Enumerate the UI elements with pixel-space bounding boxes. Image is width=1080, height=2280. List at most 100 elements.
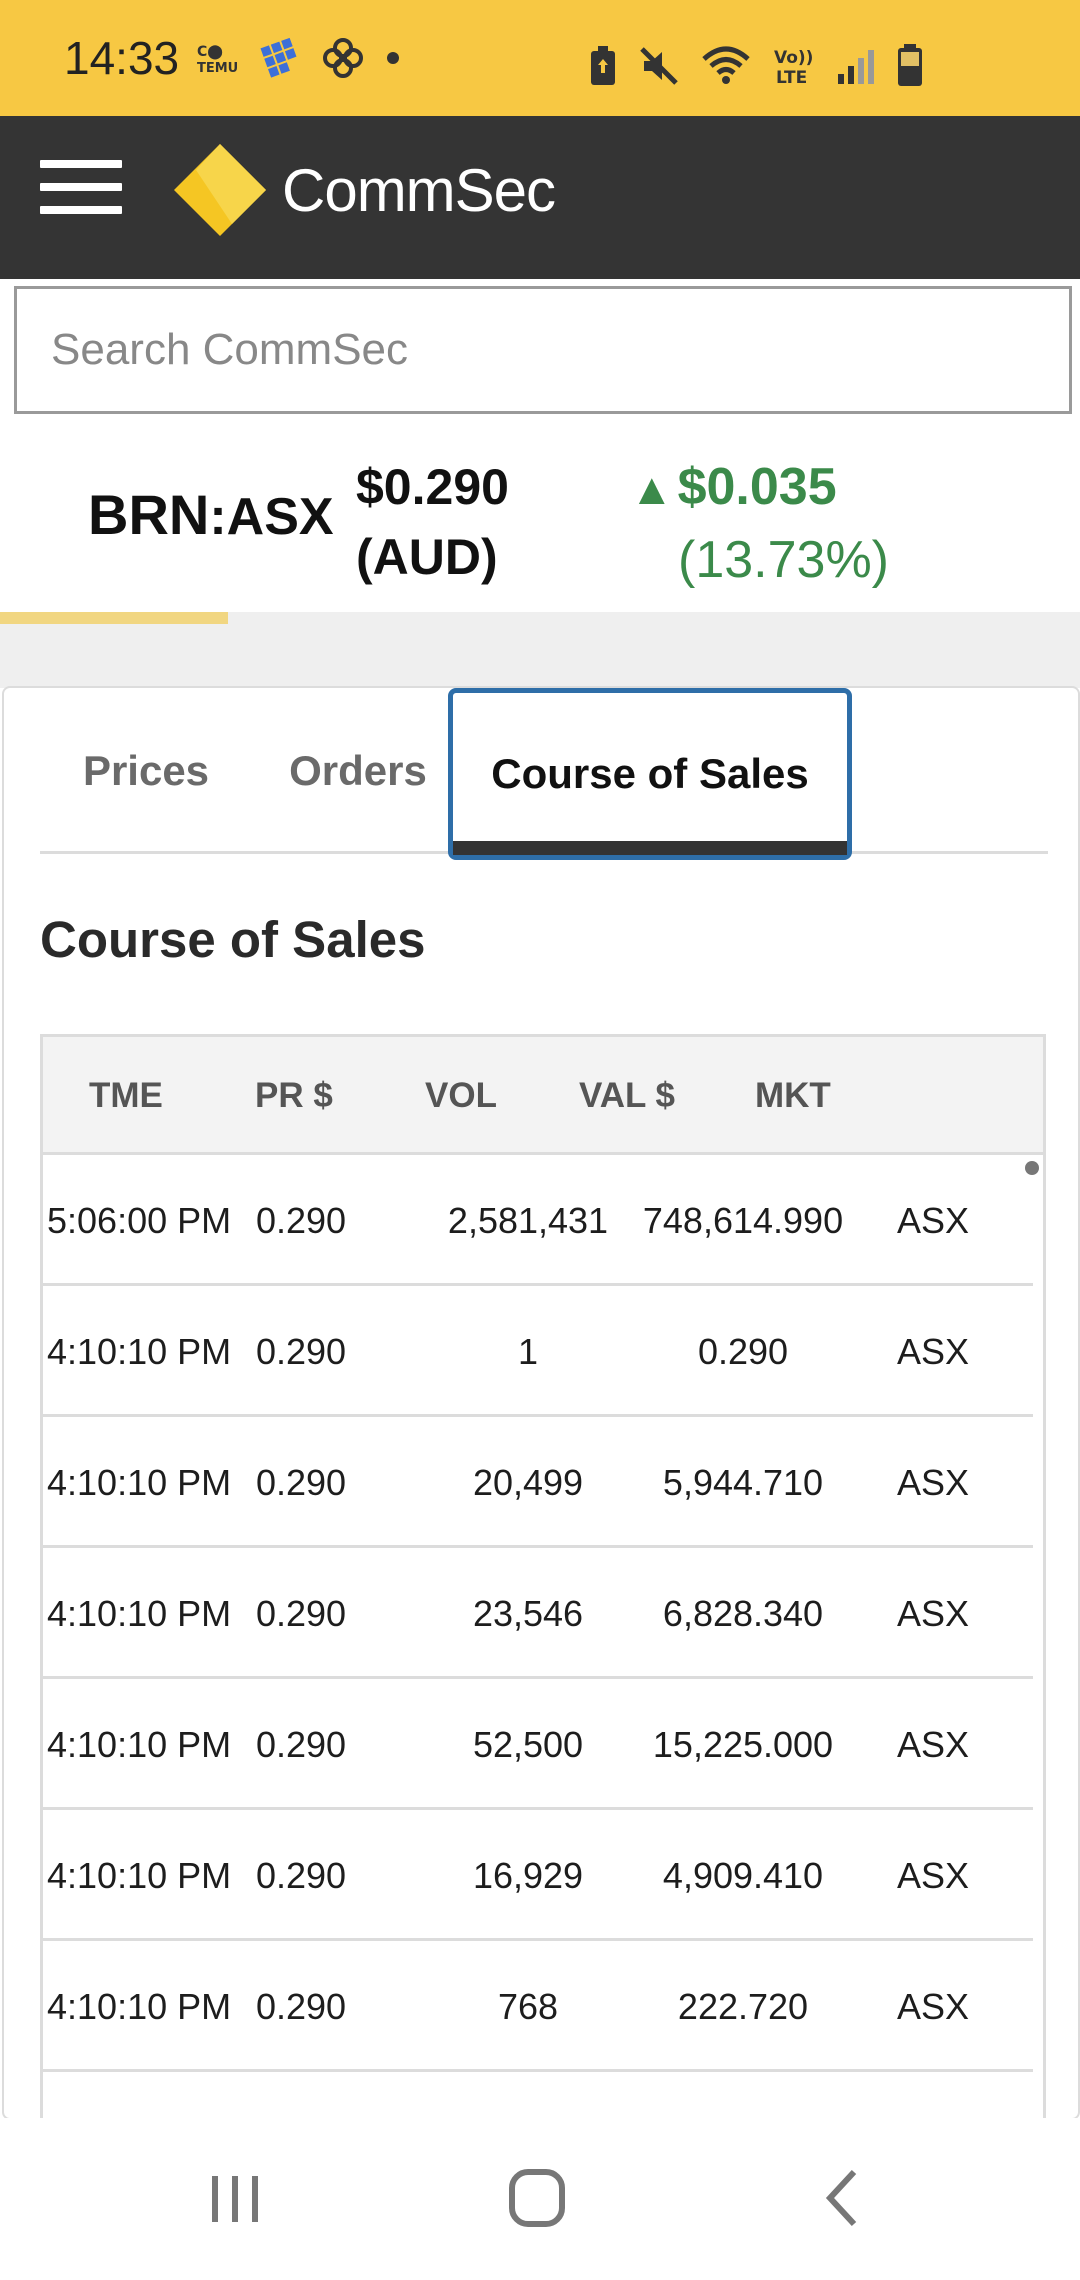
cell-time: 4:10:10 PM — [47, 1723, 232, 1765]
cell-market: ASX — [896, 1199, 970, 1241]
app-header — [0, 116, 1080, 279]
home-icon[interactable] — [506, 2166, 570, 2235]
column-header-value[interactable]: VAL $ — [579, 1076, 675, 1115]
cell-market: ASX — [896, 1723, 970, 1765]
recents-icon[interactable] — [206, 2166, 266, 2235]
mute-icon — [638, 45, 680, 87]
cc-icon: C⬤ TEMU — [197, 41, 241, 75]
cell-market: ASX — [896, 1854, 970, 1896]
change-percent: (13.73%) — [678, 531, 889, 589]
commsec-brand[interactable]: CommSec — [172, 142, 556, 238]
cell-price: 0.290 — [255, 1199, 347, 1241]
tab-orders[interactable]: Orders — [289, 747, 427, 794]
cell-price: 0.290 — [255, 1985, 347, 2027]
status-left-icons: C⬤ TEMU — [197, 36, 403, 80]
search-input[interactable] — [14, 286, 1072, 414]
cell-market: ASX — [896, 1461, 970, 1503]
status-bar: 14:33 C⬤ TEMU Vo)) LTE — [0, 0, 1080, 116]
cell-volume: 768 — [497, 1985, 559, 2027]
svg-text:C⬤: C⬤ — [197, 44, 223, 60]
table-header: TME PR $ VOL VAL $ MKT — [43, 1037, 1043, 1155]
commsec-logo-icon — [174, 144, 266, 236]
cell-value: 5,944.710 — [662, 1461, 824, 1503]
battery-icon — [896, 44, 924, 88]
cell-market — [893, 2072, 973, 2118]
cell-time: 4:10:10 PM — [47, 1592, 232, 1634]
tab-course-of-sales[interactable]: Course of Sales — [448, 688, 852, 860]
cell-volume: 52,500 — [472, 1723, 584, 1765]
svg-text:Vo)): Vo)) — [774, 48, 813, 68]
quote-header: BRN:ASX $0.290 (AUD) ▲$0.035 (13.73%) — [0, 420, 1080, 612]
sales-table[interactable]: TME PR $ VOL VAL $ MKT 5:06:00 PM 0.290 … — [40, 1034, 1046, 2118]
battery-saver-icon — [588, 45, 618, 87]
column-header-market[interactable]: MKT — [755, 1076, 831, 1115]
cell-time: 4:10:10 PM — [47, 1461, 232, 1503]
cell-value: 222.720 — [677, 1985, 809, 2027]
column-header-volume[interactable]: VOL — [425, 1076, 497, 1115]
cell-price — [251, 2072, 351, 2118]
scroll-indicator[interactable] — [1025, 1161, 1039, 1175]
svg-text:TEMU: TEMU — [197, 61, 238, 75]
cell-time: 5:06:00 PM — [47, 1199, 232, 1241]
back-icon[interactable] — [820, 2166, 864, 2235]
status-right-icons: Vo)) LTE — [588, 44, 924, 88]
loading-bar — [0, 612, 228, 624]
cell-market: ASX — [896, 1985, 970, 2027]
cell-value: 6,828.340 — [662, 1592, 824, 1634]
cell-value: 0.290 — [697, 1330, 789, 1372]
change-amount: $0.035 — [677, 458, 837, 516]
cell-market: ASX — [896, 1592, 970, 1634]
pinwheel-icon — [321, 36, 365, 80]
cell-market: ASX — [896, 1330, 970, 1372]
tab-course-of-sales-label: Course of Sales — [491, 750, 809, 797]
table-row: 4:10:10 PM 0.290 1 0.290 ASX — [43, 1286, 1033, 1417]
cell-volume: 16,929 — [472, 1854, 584, 1896]
price-currency: (AUD) — [356, 529, 498, 585]
section-title: Course of Sales — [40, 911, 426, 968]
tab-prices[interactable]: Prices — [82, 747, 210, 794]
cell-volume: 23,546 — [472, 1592, 584, 1634]
tab-bar: Prices Orders Course of Sales — [40, 688, 1048, 860]
table-row: 4:10:10 PM 0.290 768 222.720 ASX — [43, 1941, 1033, 2072]
cell-price: 0.290 — [255, 1461, 347, 1503]
price-value: $0.290 — [356, 459, 509, 515]
temu-icon — [259, 36, 303, 80]
cell-time: 4:10:10 PM — [47, 1985, 232, 2027]
cell-value: 15,225.000 — [652, 1723, 834, 1765]
cell-volume — [443, 2072, 613, 2118]
cell-volume: 2,581,431 — [447, 1199, 609, 1241]
table-row: 4:10:10 PM 0.290 23,546 6,828.340 ASX — [43, 1548, 1033, 1679]
table-row: 4:10:10 PM 0.290 16,929 4,909.410 ASX — [43, 1810, 1033, 1941]
column-header-price[interactable]: PR $ — [255, 1076, 333, 1115]
menu-icon[interactable] — [40, 160, 122, 214]
table-row: 4:10:10 PM 0.290 52,500 15,225.000 ASX — [43, 1679, 1033, 1810]
svg-text:LTE: LTE — [776, 68, 807, 87]
cell-value — [623, 2072, 863, 2118]
cell-price: 0.290 — [255, 1723, 347, 1765]
table-row: 5:06:00 PM 0.290 2,581,431 748,614.990 A… — [43, 1155, 1033, 1286]
cell-volume: 1 — [517, 1330, 539, 1372]
cell-value: 4,909.410 — [662, 1854, 824, 1896]
table-row — [43, 2072, 1033, 2118]
status-time: 14:33 — [64, 32, 180, 84]
cell-price: 0.290 — [255, 1854, 347, 1896]
up-arrow-icon: ▲ — [630, 465, 674, 514]
ticker: BRN:ASX — [88, 482, 334, 547]
search-container — [14, 286, 1072, 414]
cell-volume: 20,499 — [472, 1461, 584, 1503]
ticker-code: BRN — [88, 483, 210, 546]
active-tab-indicator — [453, 841, 847, 855]
price: $0.290 (AUD) — [356, 452, 509, 592]
cell-price: 0.290 — [255, 1330, 347, 1372]
table-row: 4:10:10 PM 0.290 20,499 5,944.710 ASX — [43, 1417, 1033, 1548]
system-nav-bar — [0, 2118, 1080, 2280]
column-header-time[interactable]: TME — [89, 1076, 163, 1115]
cell-price: 0.290 — [255, 1592, 347, 1634]
cell-time: 4:10:10 PM — [47, 1854, 232, 1896]
cell-value: 748,614.990 — [642, 1199, 844, 1241]
volte-icon: Vo)) LTE — [772, 45, 816, 87]
dot-icon — [383, 48, 403, 68]
ticker-exchange: :ASX — [209, 488, 334, 546]
signal-icon — [836, 46, 876, 86]
loading-strip — [0, 612, 1080, 688]
